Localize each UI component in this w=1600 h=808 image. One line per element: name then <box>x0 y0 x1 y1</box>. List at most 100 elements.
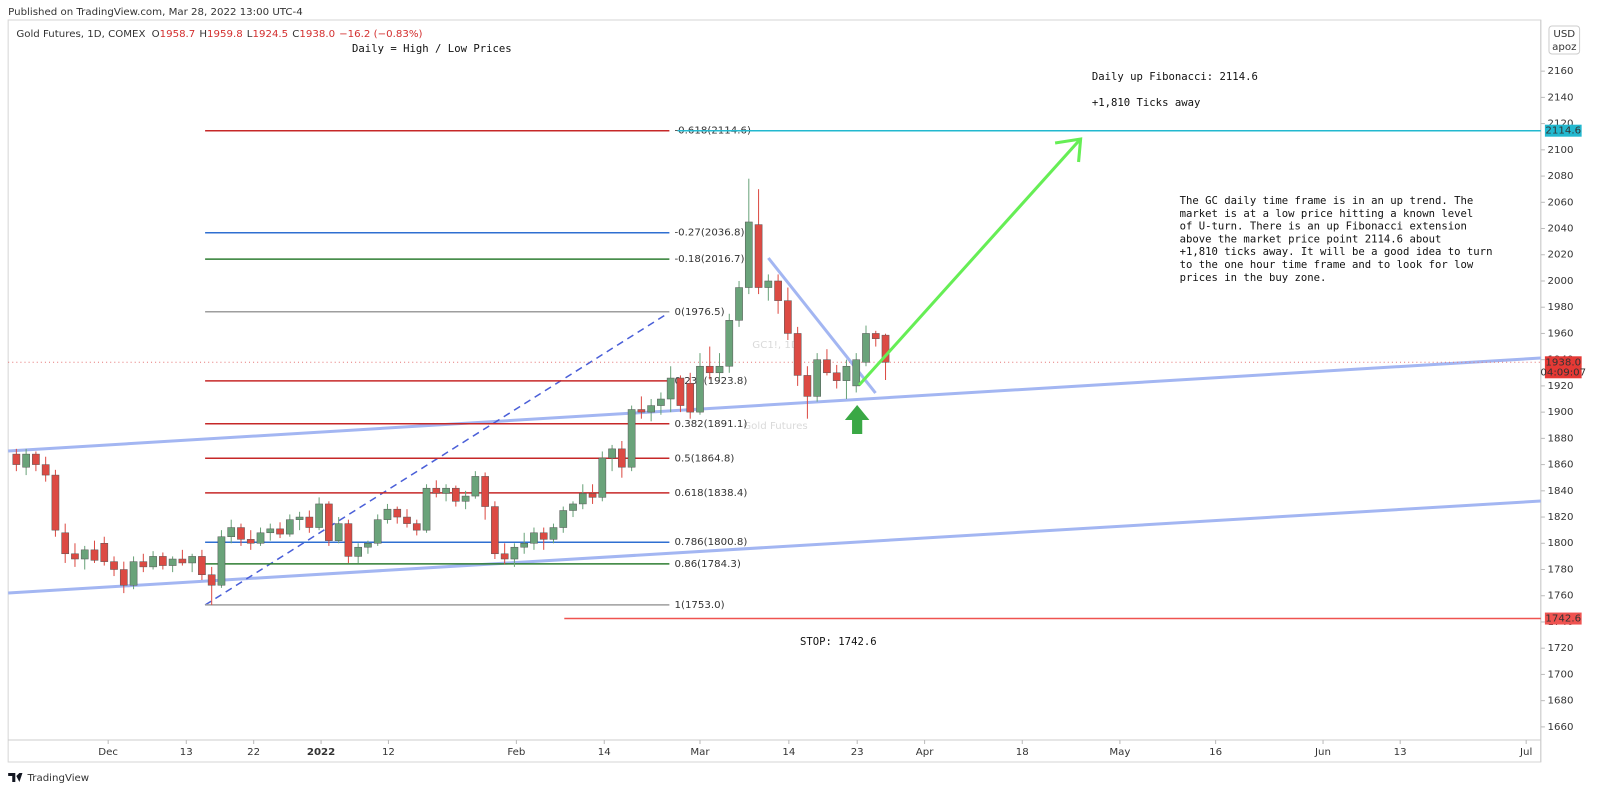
candle-body <box>481 476 489 507</box>
fib-label: -0.18(2016.7) <box>674 254 744 265</box>
y-tick-label: 1760 <box>1548 591 1574 602</box>
annotation-target: Daily up Fibonacci: 2114.6 <box>1092 71 1258 83</box>
target-arrow-head <box>1054 137 1083 163</box>
candle-body <box>491 506 499 555</box>
ohlc-value: 1958.7 <box>160 29 196 40</box>
annotation-note-line: market is at a low price hitting a known… <box>1180 208 1474 220</box>
x-tick-label: 13 <box>1394 747 1407 758</box>
fib-label: 0(1976.5) <box>674 307 724 318</box>
candle-body <box>178 558 187 564</box>
y-tick-label: 1840 <box>1548 486 1574 497</box>
annotation-ticks: +1,810 Ticks away <box>1092 97 1201 109</box>
y-tick-label: 1980 <box>1548 302 1574 313</box>
fib-label: 1(1753.0) <box>674 600 724 611</box>
candle-body <box>41 464 50 476</box>
y-tick-label: 2120 <box>1548 119 1574 130</box>
candle-body <box>442 487 450 494</box>
candle-body <box>871 333 880 339</box>
watermark-sub: Gold Futures <box>743 421 807 432</box>
candle-body <box>657 398 665 406</box>
candle-body <box>432 487 441 494</box>
candle-body <box>578 493 587 505</box>
candle-body <box>471 476 480 497</box>
y-tick-label: 2140 <box>1548 92 1574 103</box>
candle-body <box>237 527 245 540</box>
y-tick-label: 1780 <box>1548 565 1574 576</box>
candle-body <box>559 510 568 528</box>
y-tick-label: 2060 <box>1548 197 1574 208</box>
candle-body <box>774 280 782 301</box>
buy-arrow <box>844 405 870 434</box>
candle-body <box>354 546 362 557</box>
candle-body <box>862 333 870 363</box>
candle-body <box>168 558 177 566</box>
x-tick-label: 22 <box>247 747 260 758</box>
annotation-title: Daily = High / Low Prices <box>352 43 512 55</box>
candle-body <box>744 221 753 288</box>
annotation-note-line: of U-turn. There is an up Fibonacci exte… <box>1180 221 1467 233</box>
price-tag <box>1544 356 1582 379</box>
fib-label: 0.236(1923.8) <box>674 376 747 387</box>
y-tick-label: 1700 <box>1548 669 1574 680</box>
currency: USD <box>1553 29 1575 40</box>
candle-body <box>129 561 138 586</box>
candle-body <box>295 516 304 520</box>
candle-body <box>100 543 109 562</box>
x-tick-label: 13 <box>180 747 193 758</box>
candle-body <box>159 556 167 566</box>
candle-body <box>344 523 353 557</box>
candle-body <box>364 543 372 548</box>
candle-body <box>256 532 265 544</box>
candle-body <box>422 487 431 531</box>
y-tick-label: 1860 <box>1548 460 1574 471</box>
y-tick-label: 1720 <box>1548 643 1574 654</box>
candle-body <box>832 372 841 381</box>
candle-body <box>539 532 548 540</box>
y-tick-label: 2020 <box>1548 250 1574 261</box>
candle-body <box>784 300 792 334</box>
footer-brand: TradingView <box>27 773 90 784</box>
candle-body <box>61 532 70 555</box>
candle-body <box>618 448 626 468</box>
y-tick-label: 1680 <box>1548 696 1574 707</box>
ohlc-label: L <box>247 29 253 40</box>
candle-body <box>813 359 821 397</box>
candle-body <box>119 569 128 586</box>
logo-icon <box>8 773 23 782</box>
footer-logo: TradingView <box>8 773 89 784</box>
candle-body <box>852 359 861 387</box>
candle-body <box>461 495 470 502</box>
candle-body <box>32 453 40 465</box>
candle-body <box>686 383 695 413</box>
x-tick-label: May <box>1109 747 1130 758</box>
candle-body <box>393 508 402 518</box>
annotation-note-line: to the one hour time frame and to look f… <box>1180 259 1474 271</box>
y-tick-label: 1900 <box>1548 407 1574 418</box>
y-tick-label: 1880 <box>1548 433 1574 444</box>
y-tick-label: 1800 <box>1548 538 1574 549</box>
x-tick-label: 12 <box>382 747 395 758</box>
annotation-note-line: prices in the buy zone. <box>1180 272 1327 284</box>
annotation-note-line: above the market price point 2114.6 abou… <box>1180 233 1442 245</box>
candle-body <box>666 377 675 400</box>
candle-body <box>325 503 333 541</box>
candle-body <box>266 528 275 534</box>
stop-tag <box>1544 612 1582 625</box>
candle-body <box>285 519 294 535</box>
x-tick-label: Apr <box>916 747 934 758</box>
ohlc-label: O <box>152 29 160 40</box>
y-tick-label: 1920 <box>1548 381 1574 392</box>
candle-body <box>569 503 577 511</box>
candle-body <box>764 280 773 288</box>
y-tick-label: 2040 <box>1548 224 1574 235</box>
price-change: −16.2 (−0.83%) <box>339 29 422 40</box>
y-tick-label: 2080 <box>1548 171 1574 182</box>
candle-body <box>51 474 60 531</box>
candle-body <box>305 516 314 528</box>
target-tag-label: 2114.6 <box>1545 126 1581 137</box>
candle-body <box>530 532 538 544</box>
candle-body <box>452 487 460 502</box>
candle-body <box>637 409 646 413</box>
